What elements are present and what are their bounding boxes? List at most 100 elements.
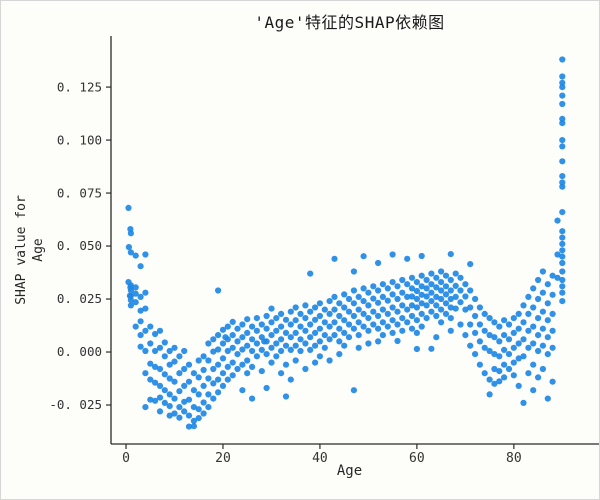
data-point [137,332,144,339]
data-point [185,396,193,403]
data-point [263,384,270,392]
data-point [239,387,246,394]
data-point [418,252,425,260]
data-point [375,312,382,320]
x-axis-ticks: 0 20 40 60 80 [122,444,522,466]
data-point [525,310,532,317]
data-point [559,183,566,190]
data-point [549,344,556,351]
data-point [428,298,435,305]
data-point [486,376,493,383]
data-point [278,370,285,377]
data-point [355,306,362,313]
data-point [408,325,416,332]
data-point [539,289,547,296]
data-point [394,295,401,303]
data-point [438,279,445,286]
data-point [539,268,547,275]
data-point [341,342,348,349]
y-tick-label: 0. 100 [57,132,102,147]
data-point [297,347,304,355]
data-point [375,325,382,332]
data-point [554,274,561,281]
data-point [321,344,328,351]
data-point [224,323,231,330]
data-point [253,315,260,322]
data-point [375,259,382,267]
data-point [433,293,440,300]
data-point [156,408,164,415]
data-point [457,287,464,294]
data-point [326,298,333,305]
data-point [510,315,517,322]
data-point [370,308,377,315]
data-point [345,295,353,303]
data-point [210,395,217,402]
data-point [559,247,566,254]
data-point [156,327,164,334]
data-point [510,359,517,366]
data-point [331,306,338,313]
data-point [142,305,149,312]
data-point [467,321,474,328]
data-point [249,395,256,402]
data-point [316,312,323,320]
data-point [127,249,134,256]
data-point [282,316,290,323]
data-point [171,344,178,351]
data-point [428,289,435,296]
data-point [161,387,168,394]
data-point [559,120,566,127]
data-point [428,345,435,352]
data-point [229,318,236,325]
data-point [501,332,508,339]
data-point [413,304,420,311]
data-point [501,317,508,324]
y-tick-label: 0. 125 [57,79,102,94]
data-point [181,408,188,415]
data-point [467,287,474,294]
data-point [520,319,527,326]
data-point [428,308,435,315]
data-point [530,304,537,311]
data-point [181,347,188,355]
data-point [515,310,522,317]
data-point [467,261,474,268]
data-point [263,325,270,332]
data-point [413,329,420,336]
data-point [413,279,420,286]
data-point [268,305,275,312]
data-point [438,295,445,303]
data-point [375,287,382,294]
axes-spines [110,36,599,445]
data-point [535,332,542,339]
data-point [210,380,217,387]
data-point [384,285,391,292]
data-point [147,360,154,367]
data-point [379,332,386,339]
data-point [195,357,202,364]
data-point [442,310,450,317]
data-point [544,334,551,341]
data-point [438,268,445,275]
data-point [249,347,256,355]
data-point [316,300,323,307]
data-point [268,359,275,366]
data-point [408,312,416,320]
data-point [268,344,275,351]
data-point [292,342,299,349]
data-point [132,299,139,306]
data-point [535,347,542,355]
data-point [510,372,517,379]
data-point [535,374,542,381]
data-point [559,79,566,86]
data-point [249,336,256,343]
data-point [292,329,299,336]
y-axis-label-line2: Age [31,238,46,262]
data-point [496,378,503,385]
data-point [195,415,202,422]
data-point [544,317,551,324]
data-point [447,315,454,322]
data-point [258,368,265,375]
data-point [331,319,338,326]
